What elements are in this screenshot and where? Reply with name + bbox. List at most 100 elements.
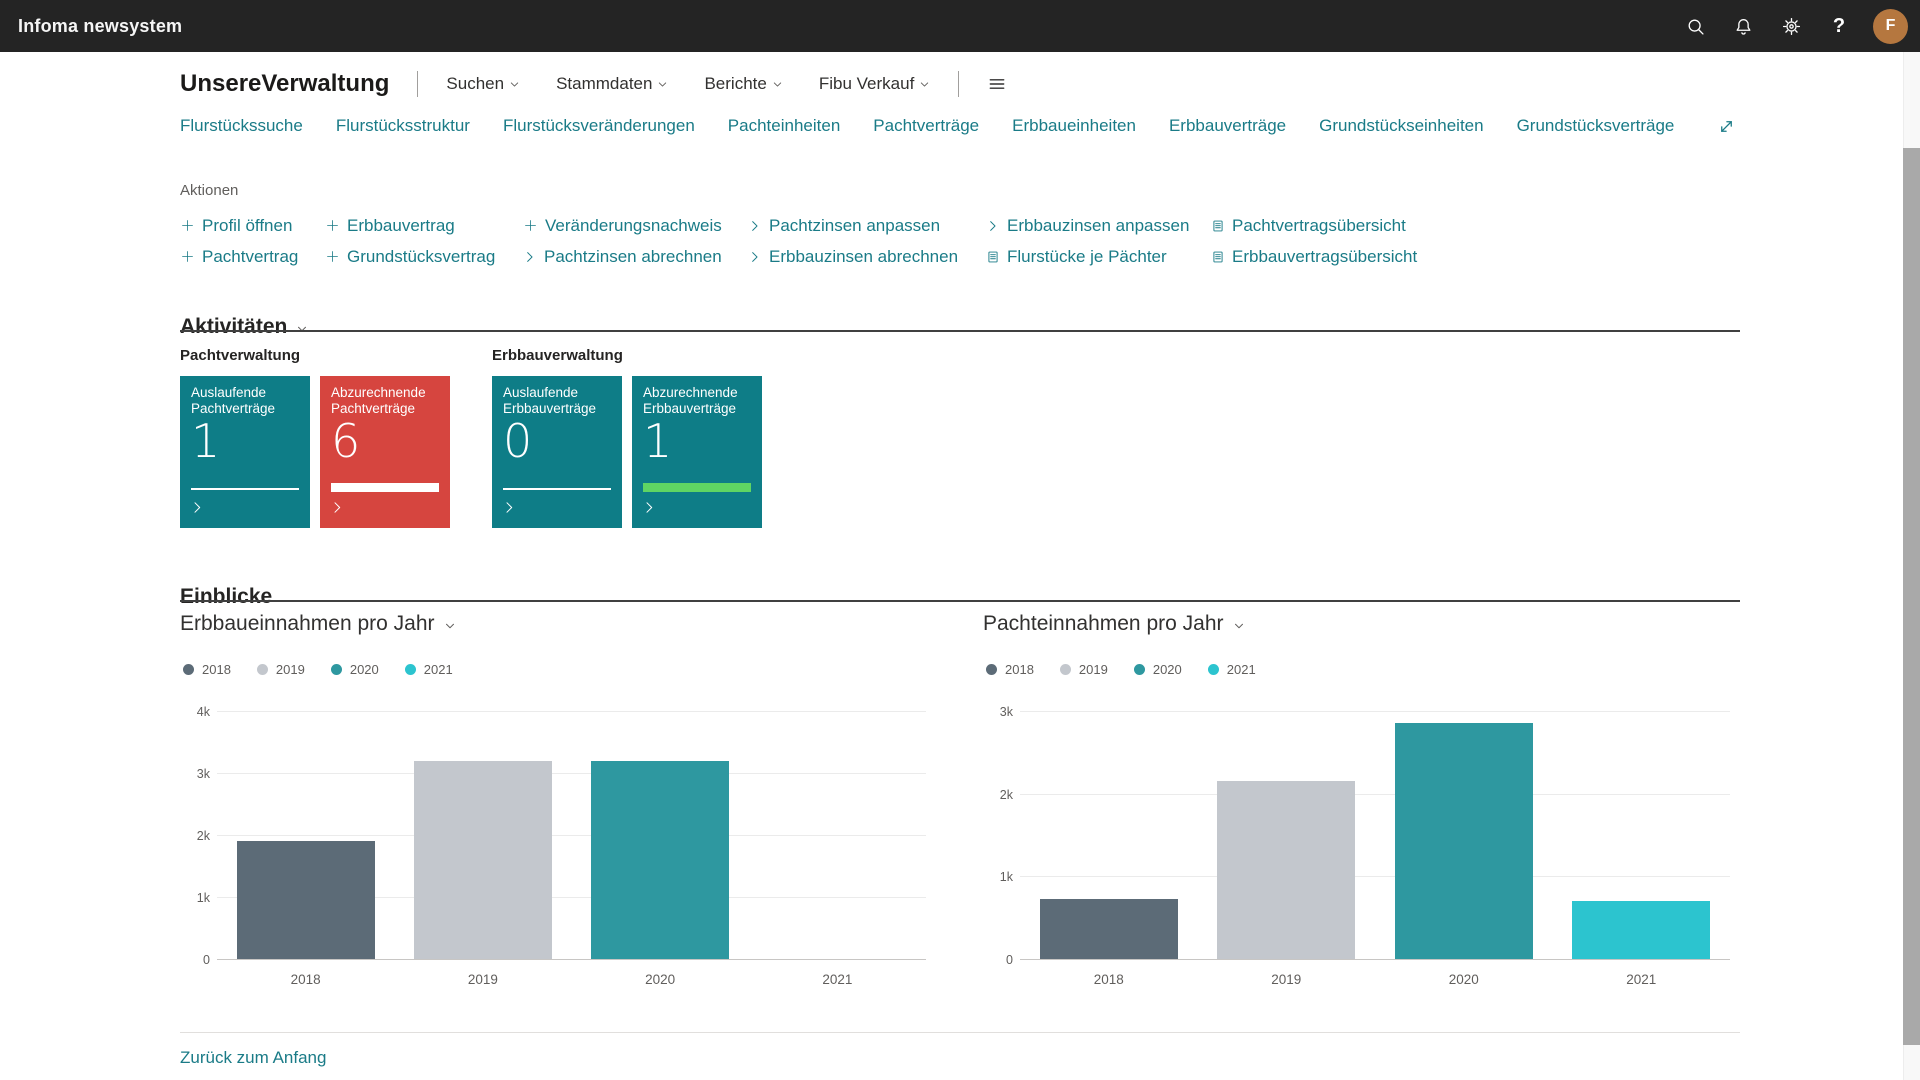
help-icon[interactable]: ? xyxy=(1815,0,1863,52)
nav-link-grundstueckseinheiten[interactable]: Grundstückseinheiten xyxy=(1319,116,1484,135)
legend-label: 2019 xyxy=(275,662,305,677)
nav-link-pachtvertraege[interactable]: Pachtverträge xyxy=(873,116,980,135)
menu-label: Stammdaten xyxy=(556,74,653,93)
action-pachtvertrag[interactable]: Pachtvertrag xyxy=(180,247,325,267)
cue-tile-abzurechnende-pachtvertraege[interactable]: Abzurechnende Pachtverträge 6 xyxy=(320,376,450,528)
action-grundstuecksvertrag[interactable]: Grundstücksvertrag xyxy=(325,247,523,267)
action-erbbauzinsen-abrechnen[interactable]: Erbbauzinsen abrechnen xyxy=(748,247,986,267)
tile-label: Auslaufende Pachtverträge xyxy=(191,385,276,416)
menu-icon[interactable] xyxy=(987,74,1007,94)
main-nav: UnsereVerwaltung Suchen Stammdaten Bericht… xyxy=(180,62,1007,106)
tile-progress-bar xyxy=(331,483,439,492)
cue-tile-auslaufende-erbbauvertraege[interactable]: Auslaufende Erbbauverträge 0 xyxy=(492,376,622,528)
nav-link-erbbauvertraege[interactable]: Erbbauverträge xyxy=(1168,116,1287,135)
action-profil-oeffnen[interactable]: Profil öffnen xyxy=(180,216,325,236)
menu-label: Suchen xyxy=(446,74,505,93)
menu-stammdaten[interactable]: Stammdaten xyxy=(556,74,668,94)
chart-title: Erbbaueinnahmen pro Jahr xyxy=(180,612,435,635)
nav-link-flurstuecksstruktur[interactable]: Flurstücksstruktur xyxy=(335,116,470,135)
legend-label: 2019 xyxy=(1078,662,1108,677)
action-label: Grundstücksvertrag xyxy=(347,246,496,266)
menu-berichte[interactable]: Berichte xyxy=(704,74,782,94)
ytick-label: 2k xyxy=(196,829,210,843)
legend-dot xyxy=(1059,664,1071,675)
expand-icon[interactable] xyxy=(1712,112,1740,140)
tile-progress-bar xyxy=(191,488,299,490)
ytick-label: 3k xyxy=(999,705,1013,719)
action-label: Pachtzinsen anpassen xyxy=(769,215,941,235)
activities-header: Aktivitäten xyxy=(180,315,308,339)
xaxis-label: 2020 xyxy=(1448,972,1479,987)
nav-link-flurstueckssuche[interactable]: Flurstückssuche xyxy=(180,116,303,135)
nav-link-erbbaueinheiten[interactable]: Erbbaueinheiten xyxy=(1012,116,1136,135)
tile-label: Auslaufende Erbbauverträge xyxy=(503,385,597,416)
chevron-right-icon xyxy=(330,500,345,515)
action-pachtvertragsuebersicht[interactable]: Pachtvertragsübersicht xyxy=(1211,216,1406,236)
legend-dot xyxy=(404,664,416,675)
notifications-icon[interactable] xyxy=(1719,0,1767,52)
actions-label: Aktionen xyxy=(180,182,239,199)
xaxis-label: 2019 xyxy=(1271,972,1302,987)
nav-menus: Suchen Stammdaten Berichte Fibu Verkauf xyxy=(446,74,930,94)
action-erbbauvertrag[interactable]: Erbbauvertrag xyxy=(325,216,523,236)
bar-2021 xyxy=(1572,901,1711,959)
bar-2018 xyxy=(1039,898,1178,959)
chevron-right-icon xyxy=(523,250,537,264)
settings-icon[interactable] xyxy=(1767,0,1815,52)
plus-icon xyxy=(180,249,195,264)
chevron-down-icon xyxy=(919,79,930,90)
xaxis-label: 2018 xyxy=(290,972,321,987)
ytick-label: 3k xyxy=(196,767,210,781)
action-erbbauvertragsuebersicht[interactable]: Erbbauvertragsübersicht xyxy=(1211,247,1417,267)
action-pachtzinsen-anpassen[interactable]: Pachtzinsen anpassen xyxy=(748,216,986,236)
gridline xyxy=(1020,711,1730,712)
scrollbar-thumb[interactable] xyxy=(1903,148,1920,1045)
group-name: Erbbauverwaltung xyxy=(492,347,623,364)
cue-tile-auslaufende-pachtvertraege[interactable]: Auslaufende Pachtverträge 1 xyxy=(180,376,310,528)
plus-icon xyxy=(325,218,340,233)
bar-2020 xyxy=(1394,723,1533,959)
chart-title: Pachteinnahmen pro Jahr xyxy=(983,612,1224,635)
topbar-actions: ? F xyxy=(1671,0,1912,52)
insights-header: Einblicke xyxy=(180,585,272,609)
back-to-top-link[interactable]: Zurück zum Anfang xyxy=(180,1048,327,1067)
action-label: Profil öffnen xyxy=(202,215,293,235)
chevron-down-icon[interactable] xyxy=(1233,620,1245,632)
legend-label: 2020 xyxy=(1152,662,1182,677)
search-icon[interactable] xyxy=(1671,0,1719,52)
legend-dot xyxy=(986,664,997,675)
report-icon xyxy=(1211,250,1225,264)
menu-suchen[interactable]: Suchen xyxy=(446,74,520,94)
xaxis-label: 2020 xyxy=(645,972,676,987)
cue-tile-abzurechnende-erbbauvertraege[interactable]: Abzurechnende Erbbauverträge 1 xyxy=(632,376,762,528)
menu-label: Berichte xyxy=(704,74,767,93)
nav-link-pachteinheiten[interactable]: Pachteinheiten xyxy=(727,116,841,135)
action-erbbauzinsen-anpassen[interactable]: Erbbauzinsen anpassen xyxy=(986,216,1211,236)
legend-item-2018: 2018 xyxy=(183,662,231,677)
legend-item-2019: 2019 xyxy=(256,662,305,677)
page-links: Flurstückssuche Flurstücksstruktur Flurstü… xyxy=(180,116,1674,136)
company-name[interactable]: UnsereVerwaltung xyxy=(180,70,390,97)
app-title[interactable]: Infoma newsystem xyxy=(18,15,183,36)
xaxis-label: 2018 xyxy=(1093,972,1124,987)
chevron-right-icon xyxy=(190,500,205,515)
tile-label: Abzurechnende Erbbauverträge xyxy=(643,385,738,416)
nav-divider xyxy=(417,71,419,97)
chevron-down-icon[interactable] xyxy=(296,323,308,335)
menu-fibu-verkauf[interactable]: Fibu Verkauf xyxy=(819,74,930,94)
nav-link-grundstuecksvertraege[interactable]: Grundstücksverträge xyxy=(1516,116,1675,135)
chevron-right-icon xyxy=(748,250,762,264)
bar-2020 xyxy=(591,760,730,959)
action-label: Erbbauzinsen anpassen xyxy=(1007,215,1190,235)
tile-label: Abzurechnende Pachtverträge xyxy=(331,385,426,416)
activities-title: Aktivitäten xyxy=(180,315,288,339)
action-pachtzinsen-abrechnen[interactable]: Pachtzinsen abrechnen xyxy=(523,247,748,267)
nav-link-flurstuecksveraenderungen[interactable]: Flurstücksveränderungen xyxy=(502,116,695,135)
action-veraenderungsnachweis[interactable]: Veränderungsnachweis xyxy=(523,216,748,236)
chart-plot: 0 1k 2k 3k xyxy=(1000,705,1730,967)
chevron-down-icon[interactable] xyxy=(444,620,456,632)
ytick-label: 1k xyxy=(999,870,1013,885)
user-avatar[interactable]: F xyxy=(1873,8,1908,44)
action-flurstuecke-je-paechter[interactable]: Flurstücke je Pächter xyxy=(986,247,1211,267)
legend-dot xyxy=(256,664,268,675)
